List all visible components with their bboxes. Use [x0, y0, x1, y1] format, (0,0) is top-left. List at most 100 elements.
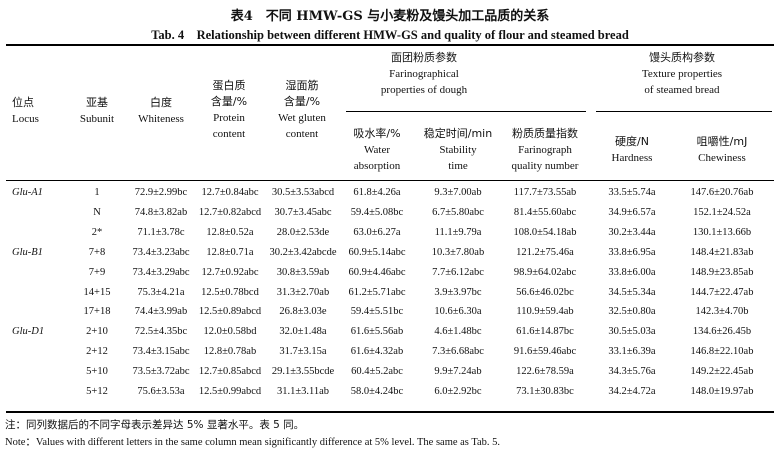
cell-water: 63.0±6.27a: [353, 227, 401, 238]
col-fqn-en2: quality number: [511, 160, 579, 172]
group-texture-cn: 馒头质构参数: [649, 51, 715, 64]
cell-whiteness: 74.4±3.99ab: [134, 306, 188, 317]
cell-subunit: 17+18: [83, 306, 111, 317]
col-gluten-en2: content: [285, 128, 319, 140]
col-water-en2: absorption: [353, 160, 401, 172]
cell-whiteness: 72.9±2.99bc: [134, 187, 188, 198]
cell-chewiness: 148.0±19.97ab: [690, 386, 754, 397]
cell-fqn: 110.9±59.4ab: [516, 306, 574, 317]
col-stability-en2: time: [448, 160, 468, 172]
cell-water: 61.6±5.56ab: [350, 326, 404, 337]
cell-gluten: 30.5±3.53abcd: [271, 187, 335, 198]
cell-subunit: 7+9: [88, 267, 106, 278]
cell-subunit: 1: [94, 187, 100, 198]
col-locus-cn: 位点: [12, 96, 34, 109]
table-note-cn: 注：同列数据后的不同字母表示差异达 5% 显著水平。表 5 同。: [5, 419, 305, 431]
cell-locus: Glu-A1: [12, 187, 43, 198]
col-whiteness-en: Whiteness: [138, 113, 184, 125]
cell-chewiness: 149.2±22.45ab: [690, 366, 754, 377]
cell-gluten: 28.0±2.53de: [276, 227, 330, 238]
cell-subunit: 5+10: [86, 366, 108, 377]
col-header-protein: 蛋白质 含量/% Protein content: [198, 78, 260, 142]
group-dough-en1: Farinographical: [389, 68, 459, 80]
cell-stability: 7.3±6.68abc: [432, 346, 484, 357]
cell-hardness: 30.5±5.03a: [608, 326, 656, 337]
cell-gluten: 32.0±1.48a: [279, 326, 327, 337]
cell-water: 61.2±5.71abc: [348, 287, 406, 298]
col-header-fqn: 粉质质量指数 Farinograph quality number: [502, 126, 588, 174]
cell-whiteness: 73.4±3.23abc: [132, 247, 190, 258]
col-header-water: 吸水率/% Water absorption: [342, 126, 412, 174]
cell-stability: 11.1±9.79a: [434, 227, 482, 238]
cell-gluten: 31.1±3.11ab: [276, 386, 330, 397]
cell-locus: Glu-B1: [12, 247, 43, 258]
cell-gluten: 31.7±3.15a: [279, 346, 327, 357]
cell-fqn: 108.0±54.18ab: [513, 227, 577, 238]
cell-gluten: 30.7±3.45abc: [274, 207, 332, 218]
group-dough-cn: 面团粉质参数: [391, 51, 457, 64]
cell-fqn: 61.6±14.87bc: [516, 326, 574, 337]
cell-subunit: 7+8: [88, 247, 106, 258]
cell-protein: 12.7±0.84abc: [201, 187, 259, 198]
col-header-stability: 稳定时间/min Stability time: [414, 126, 502, 174]
cell-stability: 3.9±3.97bc: [434, 287, 482, 298]
col-water-cn: 吸水率/%: [353, 127, 401, 140]
cell-protein: 12.8±0.71a: [206, 247, 254, 258]
col-stability-cn: 稳定时间/min: [423, 127, 493, 140]
group-texture-en1: Texture properties: [641, 68, 723, 80]
cell-hardness: 34.2±4.72a: [608, 386, 656, 397]
cell-subunit: 5+12: [86, 386, 108, 397]
group-header-texture: 馒头质构参数 Texture properties of steamed bre…: [594, 50, 770, 98]
cell-stability: 7.7±6.12abc: [432, 267, 484, 278]
col-gluten-en1: Wet gluten: [278, 112, 326, 124]
cell-gluten: 26.8±3.03e: [279, 306, 327, 317]
cell-protein: 12.0±0.58bd: [203, 326, 257, 337]
cell-whiteness: 73.4±3.15abc: [132, 346, 190, 357]
cell-water: 60.4±5.2abc: [351, 366, 403, 377]
cell-hardness: 30.2±3.44a: [608, 227, 656, 238]
col-locus-en: Locus: [12, 113, 39, 125]
col-protein-en1: Protein: [213, 112, 245, 124]
col-water-en1: Water: [364, 144, 390, 156]
cell-protein: 12.5±0.99abcd: [198, 386, 262, 397]
col-subunit-en: Subunit: [79, 113, 115, 125]
col-subunit-cn: 亚基: [86, 96, 108, 109]
col-fqn-cn: 粉质质量指数: [512, 127, 578, 140]
col-protein-cn0: 蛋白质: [212, 79, 246, 92]
cell-protein: 12.8±0.78ab: [203, 346, 257, 357]
cell-chewiness: 152.1±24.52a: [693, 207, 751, 218]
cell-protein: 12.5±0.78bcd: [201, 287, 259, 298]
cell-subunit: 2+10: [86, 326, 108, 337]
cell-whiteness: 73.4±3.29abc: [132, 267, 190, 278]
group-header-dough: 面团粉质参数 Farinographical properties of dou…: [340, 50, 508, 98]
cell-fqn: 98.9±64.02abc: [513, 267, 577, 278]
col-hardness-cn: 硬度/N: [615, 135, 649, 148]
cell-subunit: 14+15: [83, 287, 111, 298]
cell-subunit: N: [93, 207, 101, 218]
cell-chewiness: 144.7±22.47ab: [690, 287, 754, 298]
col-header-locus: 位点 Locus: [12, 95, 56, 127]
cell-fqn: 81.4±55.60abc: [513, 207, 577, 218]
cell-subunit: 2*: [91, 227, 103, 238]
col-stability-en1: Stability: [439, 144, 477, 156]
group-rule-dough: [346, 111, 586, 112]
cell-hardness: 32.5±0.80a: [608, 306, 656, 317]
cell-chewiness: 147.6±20.76ab: [690, 187, 754, 198]
bottom-rule: [6, 411, 774, 413]
cell-chewiness: 134.6±26.45b: [692, 326, 752, 337]
cell-water: 61.8±4.26a: [353, 187, 401, 198]
cell-stability: 10.6±6.30a: [434, 306, 482, 317]
cell-water: 61.6±4.32ab: [350, 346, 404, 357]
cell-chewiness: 148.4±21.83ab: [690, 247, 754, 258]
cell-protein: 12.8±0.52a: [206, 227, 254, 238]
table-title-cn: 表4 不同 HMW-GS 与小麦粉及馒头加工品质的关系: [230, 9, 550, 24]
col-protein-cn: 含量/%: [210, 95, 248, 108]
cell-hardness: 34.5±5.34a: [608, 287, 656, 298]
col-header-gluten: 湿面筋 含量/% Wet gluten content: [266, 78, 338, 142]
header-rule: [6, 180, 774, 181]
cell-gluten: 30.2±3.42abcde: [269, 247, 337, 258]
cell-fqn: 73.1±30.83bc: [516, 386, 574, 397]
group-rule-texture: [596, 111, 772, 112]
table-title-en: Tab. 4 Relationship between different HM…: [151, 28, 629, 42]
cell-stability: 6.7±5.80abc: [432, 207, 484, 218]
